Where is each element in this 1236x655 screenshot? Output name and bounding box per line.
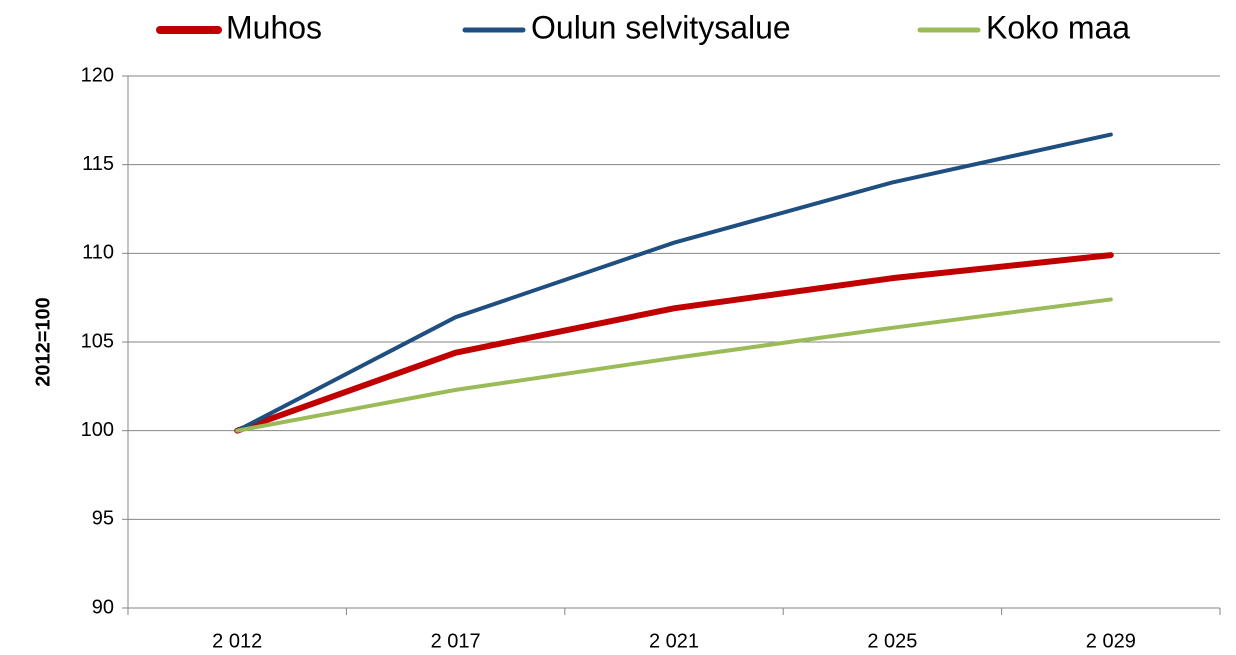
- y-tick-label: 90: [92, 596, 114, 618]
- y-tick-label: 110: [82, 242, 114, 264]
- y-tick-label: 115: [82, 153, 114, 175]
- y-tick-label: 95: [92, 508, 114, 530]
- y-tick-label: 105: [81, 330, 114, 352]
- y-tick-label: 120: [81, 64, 114, 86]
- x-tick-label: 2 029: [1086, 630, 1136, 652]
- series-line: [235, 297, 1113, 433]
- x-tick-label: 2 017: [431, 630, 481, 652]
- x-tick-label: 2 012: [212, 630, 262, 652]
- series-line: [234, 252, 1114, 434]
- y-axis-label: 2012=100: [32, 297, 54, 387]
- series-line: [235, 132, 1113, 433]
- x-tick-label: 2 021: [649, 630, 699, 652]
- legend-label: Koko maa: [986, 9, 1130, 45]
- x-tick-label: 2 025: [867, 630, 917, 652]
- y-tick-label: 100: [81, 419, 114, 441]
- legend-label: Oulun selvitysalue: [531, 9, 791, 45]
- legend-label: Muhos: [226, 9, 322, 45]
